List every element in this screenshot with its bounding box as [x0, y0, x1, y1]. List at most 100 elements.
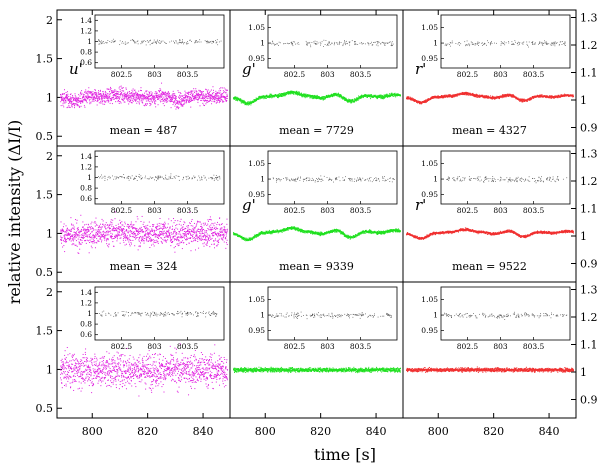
data-point — [373, 95, 375, 97]
data-point — [83, 94, 85, 96]
data-point — [354, 98, 356, 100]
data-point — [183, 104, 185, 106]
inset-point — [141, 41, 143, 43]
data-point — [407, 96, 409, 98]
inset-point — [514, 40, 516, 42]
data-point — [89, 98, 91, 100]
inset-point — [148, 41, 150, 43]
data-point — [195, 98, 197, 100]
data-point — [178, 98, 180, 100]
data-point — [327, 96, 329, 98]
data-point — [411, 97, 413, 99]
data-point — [86, 91, 88, 93]
data-point — [162, 93, 164, 95]
inset-point — [508, 42, 510, 44]
data-point — [196, 93, 198, 95]
data-point — [523, 99, 525, 101]
data-point — [396, 93, 398, 95]
data-point — [63, 235, 65, 237]
data-point — [226, 100, 228, 102]
data-point — [127, 100, 129, 102]
inset-point — [133, 39, 134, 41]
data-point — [141, 94, 143, 96]
inset-point — [174, 177, 176, 179]
inset-point — [175, 40, 177, 42]
inset-point — [201, 177, 203, 179]
data-point — [181, 99, 183, 101]
inset-point — [553, 41, 555, 43]
data-point — [119, 86, 121, 88]
data-point — [396, 93, 398, 95]
data-point — [406, 96, 408, 98]
inset-panel: 802.5 803 803.51.41.210.80.6 — [80, 14, 225, 79]
inset-point — [211, 42, 213, 44]
data-point — [294, 91, 296, 93]
data-point — [206, 100, 208, 102]
data-point — [364, 95, 366, 97]
data-point — [139, 99, 141, 101]
data-point — [140, 97, 142, 99]
data-point — [96, 232, 98, 234]
data-point — [138, 94, 140, 96]
data-point — [69, 230, 71, 232]
inset-point — [178, 42, 180, 44]
data-point — [213, 100, 215, 102]
data-point — [193, 99, 195, 101]
inset-point — [121, 176, 123, 178]
data-point — [419, 101, 421, 103]
inset-point — [140, 175, 142, 177]
data-point — [315, 95, 317, 97]
data-point — [189, 99, 191, 101]
data-point — [194, 96, 196, 98]
data-point — [459, 94, 461, 96]
inset-point — [112, 38, 114, 40]
inset-point — [211, 176, 213, 178]
data-point — [372, 95, 374, 97]
data-point — [177, 108, 179, 110]
data-point — [105, 95, 107, 97]
data-point — [291, 90, 293, 92]
inset-point — [201, 179, 203, 181]
data-point — [65, 94, 67, 96]
data-point — [196, 94, 198, 96]
inset-point — [276, 43, 278, 45]
data-point — [78, 230, 80, 232]
data-point — [179, 92, 181, 94]
data-point — [87, 236, 89, 238]
data-point — [310, 96, 312, 98]
data-point — [421, 103, 423, 105]
inset-point — [121, 42, 123, 44]
data-point — [127, 96, 129, 98]
data-point — [409, 96, 411, 98]
data-point — [188, 100, 190, 102]
inset-point — [560, 41, 562, 43]
inset-point — [158, 41, 159, 43]
data-point — [331, 95, 333, 97]
inset-point — [357, 44, 359, 45]
inset-point — [112, 41, 114, 43]
data-point — [129, 101, 131, 103]
data-point — [316, 95, 318, 97]
inset-point — [125, 43, 127, 45]
data-point — [147, 100, 149, 102]
data-point — [165, 97, 167, 99]
inset-point — [206, 179, 207, 181]
data-point — [90, 237, 92, 239]
data-point — [160, 101, 162, 103]
data-point — [84, 240, 86, 242]
inset-y-tick-label: 1 — [87, 173, 92, 182]
data-point — [463, 92, 465, 94]
data-point — [287, 93, 289, 95]
inset-point — [173, 176, 175, 178]
data-point — [353, 98, 355, 100]
data-point — [61, 232, 63, 234]
data-point — [97, 100, 99, 102]
data-point — [251, 101, 253, 103]
data-point — [205, 100, 207, 102]
inset-point — [135, 42, 137, 44]
data-point — [491, 98, 493, 100]
data-point — [114, 93, 116, 95]
data-point — [209, 99, 211, 101]
inset-point — [455, 43, 457, 44]
data-point — [243, 101, 245, 103]
